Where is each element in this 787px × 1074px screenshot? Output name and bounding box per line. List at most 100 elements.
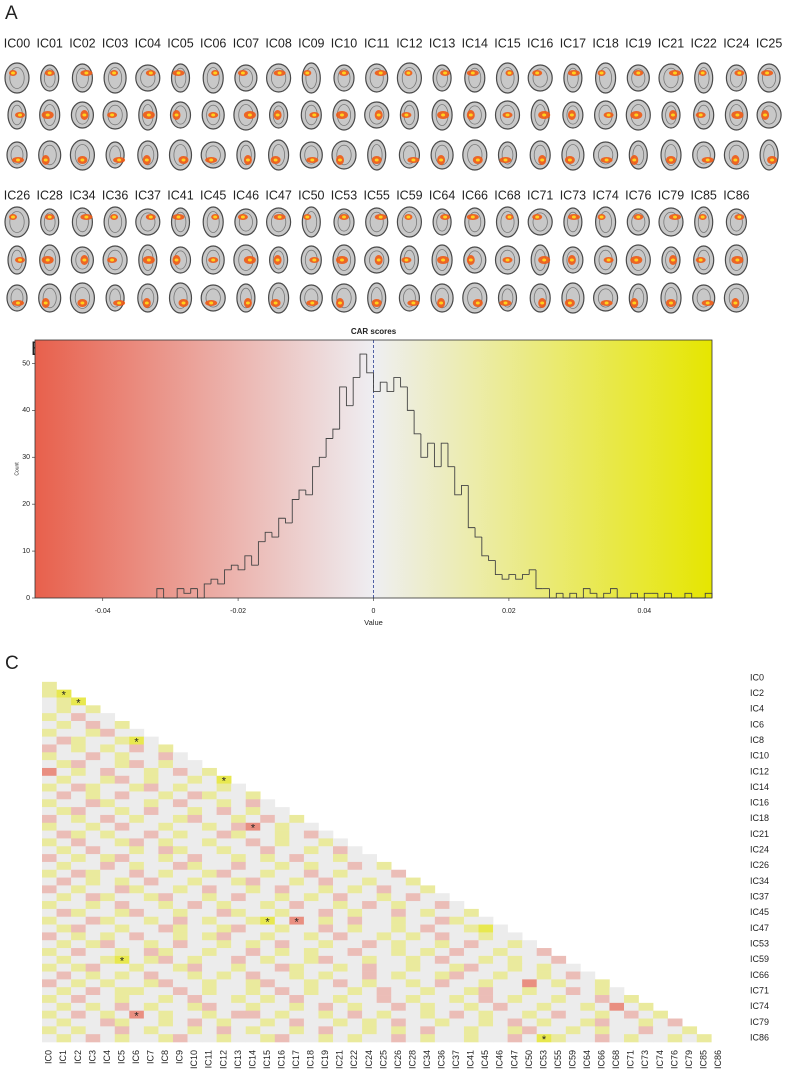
heatmap-cell <box>522 1018 537 1027</box>
heatmap-cell <box>405 932 421 941</box>
heatmap-cell <box>463 1018 479 1027</box>
activation-core <box>632 301 637 305</box>
heatmap-cell <box>376 885 392 894</box>
activation-core <box>148 215 153 219</box>
activation-core <box>507 71 512 75</box>
activation-core <box>16 158 20 162</box>
column-label: IC46 <box>495 1050 505 1069</box>
component-label: IC22 <box>690 36 716 50</box>
heatmap-cell <box>216 869 232 878</box>
heatmap-cell <box>172 869 188 878</box>
heatmap-cell <box>696 1034 712 1043</box>
heatmap-cell <box>158 877 174 886</box>
brain-detail <box>304 288 319 308</box>
heatmap-cell <box>42 807 57 816</box>
heatmap-cell <box>507 955 523 965</box>
heatmap-cell <box>42 995 57 1004</box>
heatmap-cell <box>71 752 86 761</box>
heatmap-cell <box>274 940 290 949</box>
heatmap-cell <box>449 955 465 965</box>
activation-core <box>43 158 48 162</box>
heatmap-cell <box>129 783 145 792</box>
heatmap-cell <box>231 877 246 886</box>
heatmap-cell <box>56 752 72 761</box>
heatmap-cell <box>260 1034 276 1043</box>
heatmap-cell <box>56 799 72 808</box>
heatmap-cell <box>216 775 232 784</box>
brain-detail <box>42 144 57 166</box>
heatmap-cell <box>333 901 348 910</box>
activation-core <box>112 71 117 75</box>
heatmap-cell <box>56 987 72 996</box>
activation-core <box>636 71 641 75</box>
heatmap-cell <box>158 955 174 965</box>
heatmap-cell <box>303 854 319 863</box>
heatmap-cell <box>260 908 276 918</box>
heatmap-cell <box>143 799 159 808</box>
heatmap-cell <box>318 1034 334 1043</box>
heatmap-cell <box>42 979 57 988</box>
component-label: IC64 <box>429 188 455 202</box>
heatmap-cell <box>42 1026 57 1035</box>
heatmap-cell <box>202 775 217 784</box>
heatmap-cell <box>143 775 159 784</box>
heatmap-cell <box>347 1018 363 1027</box>
heatmap-cell <box>493 924 508 933</box>
heatmap-cell <box>318 869 334 878</box>
heatmap-cell <box>245 807 261 816</box>
heatmap-cell <box>391 869 407 878</box>
heatmap-cell <box>376 1018 392 1027</box>
heatmap-cell <box>42 1002 57 1011</box>
heatmap-cell <box>172 995 188 1004</box>
heatmap-cell <box>449 995 465 1004</box>
brain-slice <box>40 208 60 236</box>
heatmap-cell <box>187 995 203 1004</box>
histogram-bin <box>454 466 462 496</box>
brain-detail <box>337 212 351 232</box>
heatmap-cell <box>85 775 101 784</box>
heatmap-cell <box>172 799 188 808</box>
heatmap-cell <box>71 932 86 941</box>
heatmap-cell <box>347 995 363 1004</box>
heatmap-cell <box>565 963 581 972</box>
heatmap-cell <box>187 861 203 871</box>
heatmap-cell <box>333 1034 348 1043</box>
activation-core <box>606 258 611 262</box>
activation-core <box>567 301 572 305</box>
heatmap-cell <box>478 916 494 925</box>
heatmap-cell <box>71 846 86 855</box>
heatmap-cell <box>260 846 276 855</box>
component-label: IC21 <box>658 36 684 50</box>
brain-detail <box>467 287 483 309</box>
heatmap-cell <box>71 948 86 957</box>
heatmap-cell <box>129 854 145 863</box>
heatmap-cell <box>449 979 465 988</box>
brain-detail <box>533 144 547 166</box>
heatmap-cell <box>202 979 217 988</box>
heatmap-cell <box>42 987 57 996</box>
histogram-bin <box>555 592 564 598</box>
heatmap-cell <box>231 1034 246 1043</box>
heatmap-cell <box>245 1002 261 1011</box>
heatmap-cell <box>347 979 363 988</box>
heatmap-cell <box>260 807 276 816</box>
heatmap-cell <box>391 940 407 949</box>
heatmap-cell <box>245 877 261 886</box>
brain-slice <box>69 139 96 171</box>
heatmap-cell <box>507 971 523 980</box>
heatmap-cell <box>85 822 101 831</box>
heatmap-cell <box>551 1034 567 1043</box>
heatmap-cell <box>551 995 567 1004</box>
row-label: IC10 <box>750 751 769 761</box>
heatmap-cell <box>318 971 334 980</box>
row-label: IC79 <box>750 1017 769 1027</box>
heatmap-cell <box>56 728 72 737</box>
row-label: IC47 <box>750 923 769 933</box>
component-label: IC76 <box>625 188 651 202</box>
heatmap-cell <box>216 963 232 972</box>
heatmap-cell <box>405 1018 421 1027</box>
heatmap-cell <box>245 893 261 902</box>
heatmap-cell <box>158 948 174 957</box>
heatmap-cell <box>85 861 101 871</box>
column-label: IC15 <box>262 1050 272 1069</box>
